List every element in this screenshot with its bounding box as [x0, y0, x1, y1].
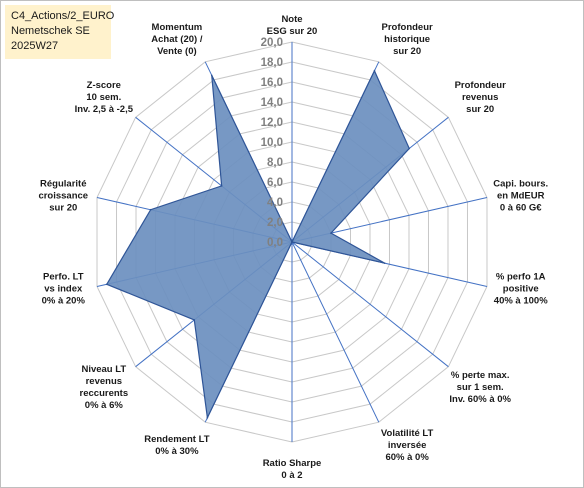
- tick-label: 14,0: [261, 97, 283, 109]
- axis-label-line: historique: [384, 34, 430, 45]
- axis-label-line: 0% à 30%: [155, 446, 199, 457]
- data-point: [408, 147, 411, 150]
- axis-label: Régularité croissance sur 20: [38, 178, 88, 213]
- axis-label: Rendement LT 0% à 30%: [144, 434, 209, 457]
- axis-label-line: Profondeur: [455, 80, 506, 91]
- tick-label: 6,0: [267, 177, 283, 189]
- axis-label-line: % perfo 1A: [496, 272, 546, 283]
- data-point: [330, 232, 332, 234]
- axis-label-line: Perfo. LT: [43, 272, 84, 283]
- axis-label: % perte max. sur 1 sem. Inv. 60% à 0%: [449, 370, 511, 405]
- data-point: [193, 319, 196, 321]
- axis-label-line: revenus: [86, 376, 122, 387]
- axis-label: % perfo 1A positive 40% à 100%: [494, 272, 548, 307]
- axis-label: Ratio Sharpe 0 à 2: [263, 458, 322, 481]
- axis-label-line: 10 sem.: [86, 92, 121, 103]
- axis-label: Perfo. LT vs index 0% à 20%: [42, 272, 86, 307]
- axis-label-line: Vente (0): [157, 46, 197, 57]
- axis-label-line: Inv. 2,5 à -2,5: [75, 104, 134, 115]
- data-point: [149, 208, 152, 211]
- axis-label-line: ESG sur 20: [267, 26, 318, 37]
- data-point: [105, 283, 108, 286]
- axis-spoke: [291, 241, 380, 423]
- data-point: [210, 74, 213, 77]
- axis-label-line: reccurents: [80, 388, 129, 399]
- tick-label: 12,0: [261, 117, 283, 129]
- axis-label-line: sur 20: [393, 46, 421, 57]
- title-line-3: 2025W27: [11, 40, 59, 52]
- title-line-2: Nemetschek SE: [11, 25, 90, 37]
- tick-label: 2,0: [267, 217, 283, 229]
- axis-spoke: [291, 241, 449, 368]
- axis-label-line: positive: [503, 284, 539, 295]
- axis-label-line: Achat (20) /: [151, 34, 203, 45]
- axis-label-line: Rendement LT: [144, 434, 209, 445]
- radar-axis-labels: Note ESG sur 20 Profondeur historique sur 20…: [38, 14, 548, 481]
- axis-label-line: % perte max.: [451, 370, 510, 381]
- axis-label-line: croissance: [38, 190, 88, 201]
- tick-label: 0,0: [267, 237, 283, 249]
- axis-label-line: Niveau LT: [81, 364, 126, 375]
- axis-label-line: Note: [281, 14, 302, 25]
- axis-label-line: 0 à 2: [281, 470, 302, 481]
- data-point: [291, 241, 293, 243]
- series-area: [105, 69, 410, 420]
- data-point: [206, 416, 209, 419]
- data-point: [220, 185, 223, 187]
- axis-label: Z-score 10 sem. Inv. 2,5 à -2,5: [75, 80, 134, 115]
- axis-label: Profondeur revenus sur 20: [455, 80, 506, 115]
- tick-label: 4,0: [267, 197, 283, 209]
- title-line-1: C4_Actions/2_EURO: [11, 10, 115, 22]
- tick-label: 18,0: [261, 57, 283, 69]
- axis-label: Momentum Achat (20) / Vente (0): [151, 22, 203, 57]
- axis-label-line: 0% à 20%: [42, 296, 86, 307]
- data-point: [373, 70, 376, 72]
- chart-title-box: C4_Actions/2_EURO Nemetschek SE 2025W27: [5, 5, 115, 59]
- axis-label-line: sur 20: [49, 202, 77, 213]
- axis-label-line: 40% à 100%: [494, 296, 548, 307]
- tick-label: 10,0: [261, 137, 283, 149]
- axis-label-line: inversée: [388, 440, 427, 451]
- axis-label-line: Momentum: [152, 22, 203, 33]
- axis-label-line: 0 à 60 G€: [500, 202, 542, 213]
- axis-label-line: revenus: [462, 92, 498, 103]
- axis-label-line: Profondeur: [382, 22, 433, 33]
- data-point: [383, 262, 386, 264]
- axis-label-line: 0% à 6%: [85, 400, 124, 411]
- axis-label: Profondeur historique sur 20: [382, 22, 433, 57]
- axis-label-line: Volatilité LT: [381, 428, 434, 439]
- radar-tick-labels: 0,0 2,0 4,0 6,0 8,0 10,0 12,0 14,0 16,0 18,0 20,0: [261, 37, 283, 249]
- axis-label-line: Inv. 60% à 0%: [449, 394, 511, 405]
- axis-label-line: sur 20: [466, 104, 494, 115]
- radar-series: [105, 69, 411, 420]
- axis-label: Volatilité LT inversée 60% à 0%: [381, 428, 434, 463]
- axis-label: Niveau LT revenus reccurents 0% à 6%: [80, 364, 129, 411]
- axis-label: Capi. bours. en MdEUR 0 à 60 G€: [493, 178, 548, 213]
- axis-label-line: vs index: [44, 284, 83, 295]
- tick-label: 20,0: [261, 37, 283, 49]
- axis-label-line: 60% à 0%: [385, 452, 429, 463]
- axis-label-line: sur 1 sem.: [457, 382, 504, 393]
- axis-label-line: Ratio Sharpe: [263, 458, 322, 469]
- axis-label: Note ESG sur 20: [267, 14, 318, 37]
- tick-label: 8,0: [267, 157, 283, 169]
- axis-label-line: Régularité: [40, 178, 86, 189]
- axis-label-line: Capi. bours.: [493, 178, 548, 189]
- axis-label-line: Z-score: [87, 80, 121, 91]
- axis-label-line: en MdEUR: [497, 190, 545, 201]
- tick-label: 16,0: [261, 77, 283, 89]
